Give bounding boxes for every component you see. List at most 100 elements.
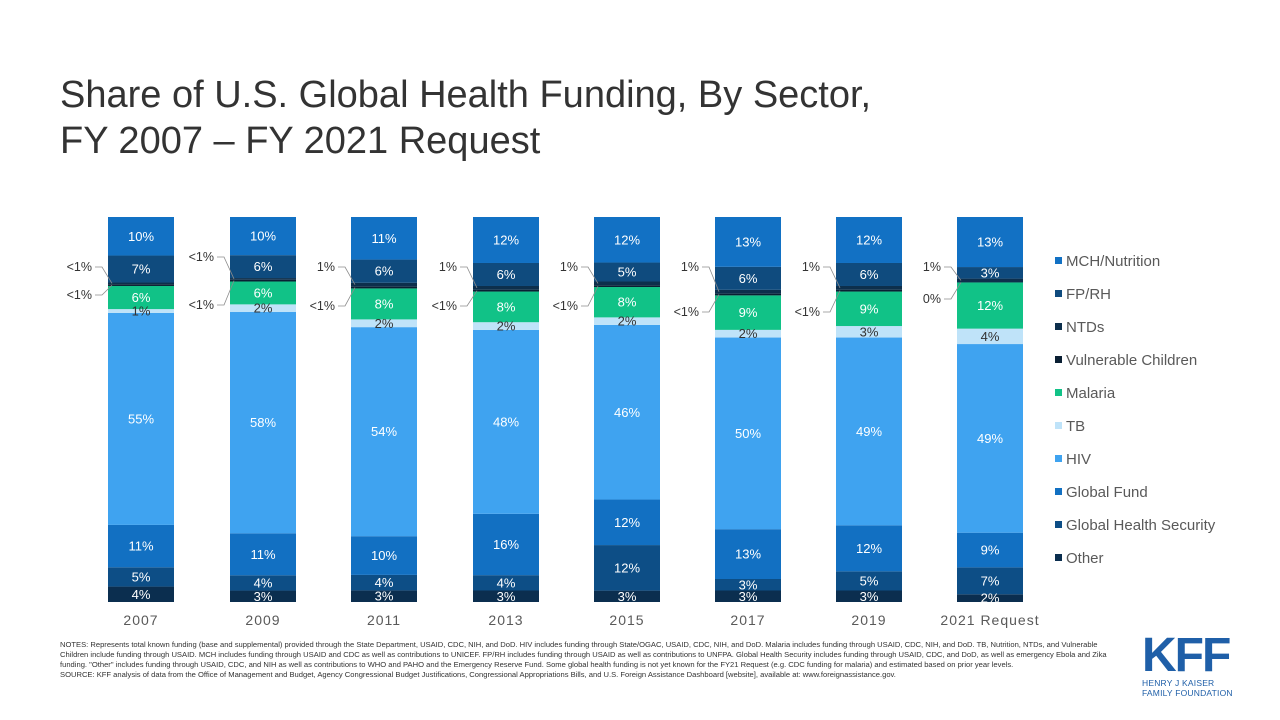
data-label-malaria-2013: 8%: [497, 299, 516, 314]
leader-line-vulnerable-children-2013: [460, 290, 478, 307]
leader-line-ntds-2021-request: [944, 266, 962, 281]
data-label-other-2017: 3%: [739, 589, 758, 604]
data-label-tb-2009: 2%: [254, 301, 273, 316]
legend-item-mch-nutrition: MCH/Nutrition: [1055, 253, 1160, 270]
bar-segment-malaria-2019: [836, 291, 902, 327]
legend-swatch-vulnerable-children: [1055, 356, 1062, 363]
bar-segment-fp-rh-2011: [351, 259, 417, 283]
bar-segment-ntds-2013: [473, 285, 539, 290]
data-label-other-2007: 4%: [132, 587, 151, 602]
bar-segment-malaria-2009: [230, 281, 296, 305]
kff-logo-line-2: FAMILY FOUNDATION: [1142, 687, 1233, 698]
data-label-global-health-security-2017: 3%: [739, 577, 758, 592]
leader-line-ntds-2019: [823, 266, 841, 289]
bar-segment-fp-rh-2009: [230, 255, 296, 279]
bar-segment-other-2017: [715, 590, 781, 602]
bar-segment-hiv-2013: [473, 329, 539, 514]
data-label-global-fund-2009: 11%: [250, 547, 275, 562]
leader-line-vulnerable-children-2021-request: [944, 282, 962, 300]
data-label-fp-rh-2011: 6%: [375, 264, 394, 279]
leader-line-ntds-2007: [95, 266, 113, 284]
bar-segment-tb-2017: [715, 329, 781, 338]
data-label-tb-2015: 2%: [618, 314, 637, 329]
data-label-other-2011: 3%: [375, 589, 394, 604]
data-label-malaria-2021-request: 12%: [977, 298, 1003, 313]
data-label-malaria-2009: 6%: [254, 285, 273, 300]
bar-segment-hiv-2017: [715, 337, 781, 530]
data-label-ntds-2019: 1%: [802, 260, 820, 274]
data-label-global-health-security-2015: 12%: [614, 560, 640, 575]
data-label-mch-nutrition-2015: 12%: [614, 232, 640, 247]
data-label-tb-2007: 1%: [132, 304, 151, 319]
data-label-ntds-2013: 1%: [439, 260, 457, 274]
bar-segment-mch-nutrition-2019: [836, 217, 902, 263]
bar-segment-global-fund-2019: [836, 525, 902, 572]
data-label-fp-rh-2019: 6%: [860, 267, 879, 282]
data-label-ntds-2007: <1%: [67, 260, 92, 274]
category-label-2009: 2009: [245, 612, 280, 628]
data-label-mch-nutrition-2021-request: 13%: [977, 235, 1003, 250]
bar-segment-ntds-2015: [594, 281, 660, 286]
bar-segment-global-health-security-2013: [473, 575, 539, 591]
data-label-vulnerable-children-2019: <1%: [795, 305, 820, 319]
data-label-vulnerable-children-2011: <1%: [310, 299, 335, 313]
bar-segment-hiv-2009: [230, 312, 296, 534]
bar-segment-tb-2009: [230, 304, 296, 313]
chart-notes: NOTES: Represents total known funding (b…: [60, 640, 1120, 680]
legend-item-hiv: HIV: [1055, 451, 1091, 468]
legend-item-global-fund: Global Fund: [1055, 484, 1148, 501]
data-label-fp-rh-2015: 5%: [618, 265, 637, 280]
data-label-other-2021-request: 2%: [981, 591, 1000, 606]
bar-segment-tb-2021-request: [957, 328, 1023, 345]
leader-line-vulnerable-children-2019: [823, 290, 841, 313]
chart-title-line-2: FY 2007 – FY 2021 Request: [60, 120, 541, 162]
legend-item-malaria: Malaria: [1055, 385, 1116, 402]
bar-segment-vulnerable-children-2007: [108, 284, 174, 286]
category-label-2015: 2015: [609, 612, 644, 628]
bar-segment-other-2007: [108, 586, 174, 602]
bar-segment-malaria-2011: [351, 288, 417, 320]
bar-segment-tb-2019: [836, 326, 902, 338]
leader-line-vulnerable-children-2007: [95, 284, 113, 296]
bar-segment-malaria-2015: [594, 287, 660, 318]
data-label-global-health-security-2011: 4%: [375, 575, 394, 590]
bar-segment-tb-2007: [108, 309, 174, 313]
data-label-malaria-2017: 9%: [739, 305, 758, 320]
stacked-bar-chart: 4%5%11%55%1%6%<1%<1% 7%10%20073%4%11%58%2…: [67, 217, 1216, 628]
legend-swatch-fp-rh: [1055, 290, 1062, 297]
data-label-other-2013: 3%: [497, 589, 516, 604]
legend-swatch-ntds: [1055, 323, 1062, 330]
data-label-malaria-2011: 8%: [375, 296, 394, 311]
data-label-global-fund-2011: 10%: [371, 548, 397, 563]
data-label-hiv-2015: 46%: [614, 405, 640, 420]
data-label-vulnerable-children-2015: <1%: [553, 299, 578, 313]
data-label-malaria-2019: 9%: [860, 301, 879, 316]
notes-text: NOTES: Represents total known funding (b…: [60, 640, 1107, 669]
bar-segment-fp-rh-2015: [594, 262, 660, 282]
bar-segment-global-fund-2011: [351, 536, 417, 575]
legend-item-other: Other: [1055, 550, 1104, 567]
data-label-ntds-2017: 1%: [681, 260, 699, 274]
bar-segment-hiv-2015: [594, 324, 660, 500]
data-label-hiv-2007: 55%: [128, 411, 154, 426]
data-label-hiv-2021-request: 49%: [977, 431, 1003, 446]
legend-label-ntds: NTDs: [1066, 319, 1104, 336]
data-label-mch-nutrition-2007: 10%: [128, 229, 154, 244]
data-label-tb-2021-request: 4%: [981, 329, 1000, 344]
bar-segment-fp-rh-2019: [836, 262, 902, 286]
data-label-global-health-security-2019: 5%: [860, 573, 879, 588]
legend-swatch-tb: [1055, 422, 1062, 429]
leader-line-ntds-2013: [460, 266, 478, 289]
legend-label-malaria: Malaria: [1066, 385, 1116, 402]
data-label-mch-nutrition-2019: 12%: [856, 233, 882, 248]
leader-line-vulnerable-children-2011: [338, 287, 356, 307]
bar-segment-global-fund-2017: [715, 529, 781, 580]
chart-title-line-1: Share of U.S. Global Health Funding, By …: [60, 74, 872, 116]
data-label-fp-rh-2007: 7%: [132, 262, 151, 277]
bar-segment-fp-rh-2013: [473, 262, 539, 286]
bar-segment-mch-nutrition-2011: [351, 217, 417, 260]
data-label-tb-2013: 2%: [497, 319, 516, 334]
legend-label-vulnerable-children: Vulnerable Children: [1066, 352, 1197, 369]
bar-segment-ntds-2017: [715, 289, 781, 294]
data-label-fp-rh-2017: 6%: [739, 271, 758, 286]
